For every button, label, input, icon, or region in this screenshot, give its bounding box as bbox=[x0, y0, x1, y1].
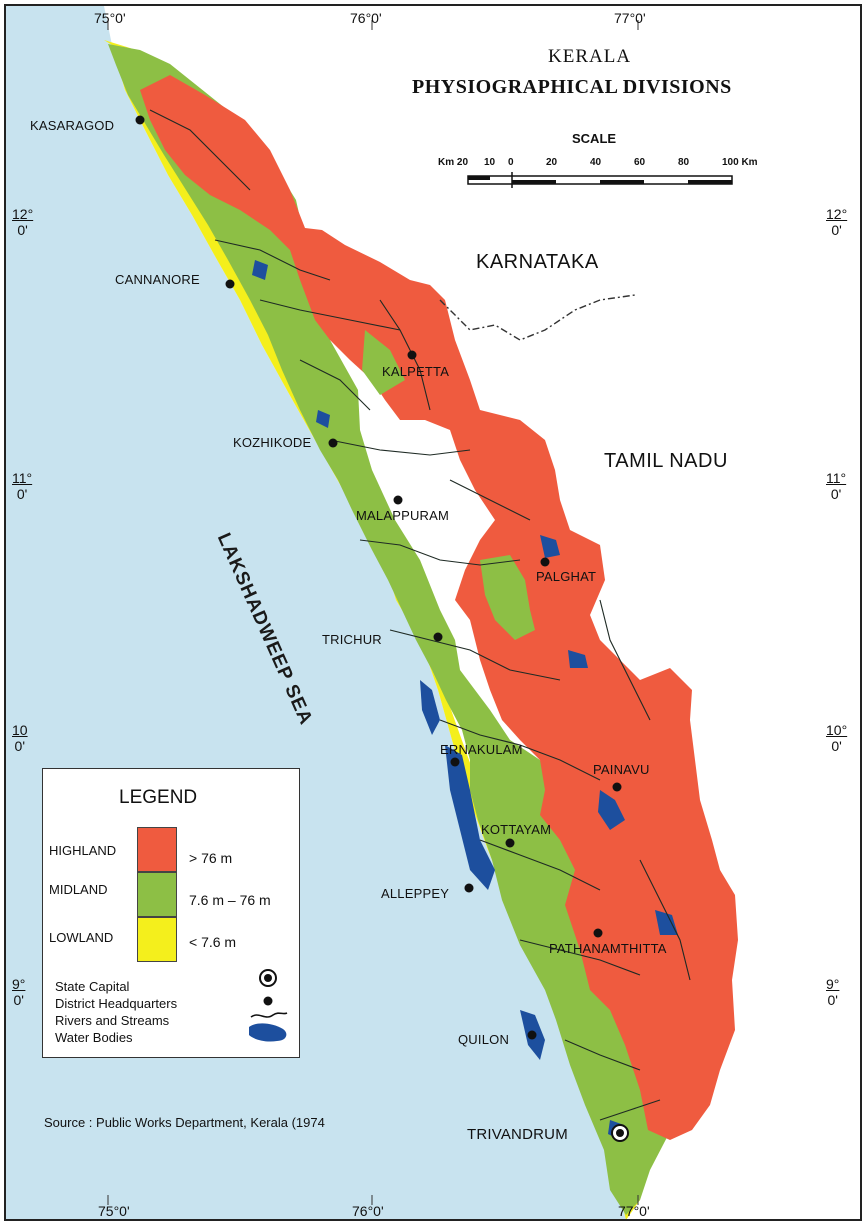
legend-district-hq: District Headquarters bbox=[55, 996, 178, 1011]
latitude-label-left: 10 0' bbox=[12, 722, 28, 754]
legend-highland-range: > 76 m bbox=[189, 850, 233, 866]
place-label-malappuram: MALAPPURAM bbox=[356, 508, 450, 523]
midland-patch bbox=[480, 555, 535, 640]
midland-region bbox=[108, 44, 676, 1215]
latitude-label-left: 9° 0' bbox=[12, 976, 26, 1008]
midland-patch bbox=[362, 330, 405, 395]
map-title-line2: PHYSIOGRAPHICAL DIVISIONS bbox=[412, 76, 732, 98]
state-border bbox=[439, 294, 636, 341]
source-note: Source : Public Works Department, Kerala… bbox=[44, 1115, 325, 1130]
legend-state-capital: State Capital bbox=[55, 979, 130, 994]
place-label-painavu: PAINAVU bbox=[593, 762, 650, 777]
state-label-tamil-nadu: TAMIL NADU bbox=[604, 450, 728, 472]
legend-lowland-range: < 7.6 m bbox=[189, 934, 237, 950]
district-headquarters-markers bbox=[135, 115, 622, 1040]
legend-water-bodies: Water Bodies bbox=[55, 1030, 133, 1045]
longitude-label-bottom: 75°0' bbox=[98, 1203, 130, 1219]
place-label-trichur: TRICHUR bbox=[322, 632, 382, 647]
legend-midland-range: 7.6 m – 76 m bbox=[189, 892, 271, 908]
river-icon bbox=[250, 1012, 288, 1018]
place-label-kalpetta: KALPETTA bbox=[382, 364, 450, 379]
place-label-kottayam: KOTTAYAM bbox=[481, 822, 552, 837]
scale-bar bbox=[467, 172, 733, 188]
lowland-swatch bbox=[137, 917, 177, 962]
latitude-label-left: 11° 0' bbox=[12, 470, 33, 502]
scale-tick: 10 bbox=[484, 157, 496, 168]
latitude-label-right: 12° 0' bbox=[826, 206, 848, 238]
longitude-label-top: 77°0' bbox=[614, 10, 646, 26]
place-label-palghat: PALGHAT bbox=[536, 569, 597, 584]
scale-tick: 60 bbox=[634, 157, 646, 168]
legend-box: LEGEND HIGHLAND > 76 m MIDLAND 7.6 m – 7… bbox=[42, 768, 300, 1058]
latitude-label-right: 11° 0' bbox=[826, 470, 847, 502]
place-label-pathanamthitta: PATHANAMTHITTA bbox=[549, 941, 667, 956]
place-label-ernakulam: ERNAKULAM bbox=[440, 742, 523, 757]
scale-tick: 20 bbox=[546, 157, 558, 168]
legend-rivers: Rivers and Streams bbox=[55, 1013, 170, 1028]
scale-label: SCALE bbox=[572, 131, 617, 146]
scale-tick: 100 Km bbox=[722, 157, 758, 168]
district-hq-icon bbox=[263, 996, 273, 1006]
scale-tick: 0 bbox=[508, 157, 514, 168]
map-frame bbox=[4, 4, 862, 1221]
water-bodies bbox=[252, 260, 678, 1140]
midland-swatch bbox=[137, 872, 177, 917]
water-body-icon bbox=[249, 1023, 287, 1042]
legend-title: LEGEND bbox=[119, 787, 198, 808]
place-label-cannanore: CANNANORE bbox=[115, 272, 200, 287]
longitude-label-bottom: 76°0' bbox=[352, 1203, 384, 1219]
legend-lowland-label: LOWLAND bbox=[49, 930, 114, 945]
state-label-karnataka: KARNATAKA bbox=[476, 251, 599, 273]
place-label-kozhikode: KOZHIKODE bbox=[233, 435, 312, 450]
scale-tick: 80 bbox=[678, 157, 690, 168]
highland-swatch bbox=[137, 827, 177, 872]
longitude-label-top: 75°0' bbox=[94, 10, 126, 26]
legend-highland-label: HIGHLAND bbox=[49, 843, 117, 858]
scale-tick: 40 bbox=[590, 157, 602, 168]
latitude-label-left: 12° 0' bbox=[12, 206, 34, 238]
place-label-kasaragod: KASARAGOD bbox=[30, 118, 115, 133]
state-capital-marker bbox=[611, 1124, 629, 1142]
rivers-and-streams bbox=[149, 109, 691, 1121]
graticule-ticks bbox=[107, 20, 639, 1205]
scale-tick: Km 20 bbox=[438, 157, 469, 168]
longitude-label-top: 76°0' bbox=[350, 10, 382, 26]
highland-region bbox=[140, 75, 738, 1140]
place-label-trivandrum: TRIVANDRUM bbox=[467, 1126, 568, 1143]
legend-symbol-icons bbox=[249, 969, 288, 1042]
longitude-label-bottom: 77°0' bbox=[618, 1203, 650, 1219]
map-title-line1: KERALA bbox=[548, 46, 632, 67]
legend-midland-label: MIDLAND bbox=[49, 882, 108, 897]
latitude-label-right: 9° 0' bbox=[826, 976, 840, 1008]
latitude-label-right: 10° 0' bbox=[826, 722, 848, 754]
place-label-alleppey: ALLEPPEY bbox=[381, 886, 450, 901]
place-label-quilon: QUILON bbox=[458, 1032, 510, 1047]
